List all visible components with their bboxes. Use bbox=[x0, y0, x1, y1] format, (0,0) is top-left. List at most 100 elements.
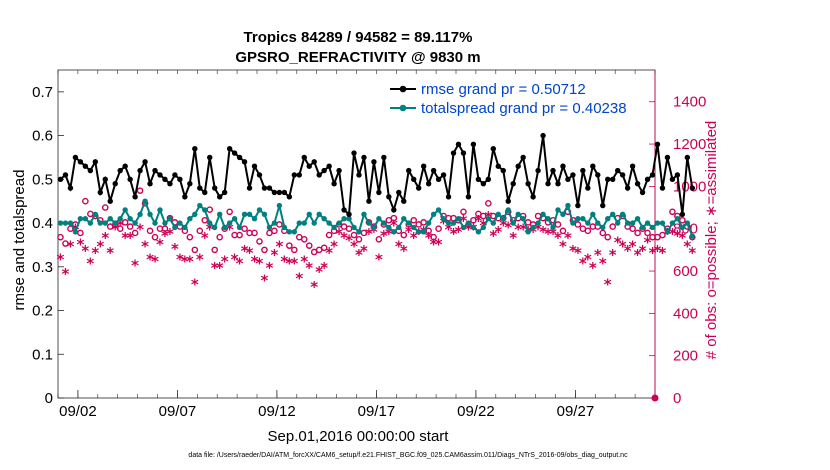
obs-assimilated-marker: * bbox=[126, 229, 134, 247]
obs-assimilated-marker: * bbox=[619, 238, 627, 256]
obs-assimilated-marker: * bbox=[266, 259, 274, 277]
y-right-tick-label: 1000 bbox=[673, 178, 706, 195]
obs-assimilated-marker: * bbox=[86, 255, 94, 273]
y-right-tick-label: 0 bbox=[673, 390, 681, 407]
obs-possible-marker bbox=[62, 240, 69, 247]
x-tick-label: 09/12 bbox=[258, 403, 296, 420]
rmse-point bbox=[411, 176, 417, 183]
x-tick-label: 09/22 bbox=[457, 403, 495, 420]
rmse-point bbox=[500, 167, 506, 174]
rmse-point bbox=[485, 176, 492, 183]
x-tick-label: 09/17 bbox=[358, 403, 396, 420]
obs-assimilated-marker: * bbox=[146, 250, 154, 268]
totalspread-point bbox=[420, 229, 427, 235]
obs-possible-marker bbox=[574, 221, 582, 228]
obs-assimilated-marker: * bbox=[196, 250, 204, 268]
obs-assimilated-marker: * bbox=[280, 252, 288, 270]
rmse-point bbox=[202, 189, 208, 196]
rmse-point bbox=[137, 167, 143, 174]
obs-assimilated-marker: * bbox=[395, 238, 403, 256]
totalspread-point bbox=[336, 220, 342, 226]
obs-assimilated-marker: * bbox=[654, 242, 662, 260]
rmse-point bbox=[346, 211, 352, 218]
rmse-point bbox=[316, 172, 322, 178]
obs-assimilated-marker: * bbox=[275, 238, 283, 256]
obs-assimilated-marker: * bbox=[285, 255, 293, 273]
y-left-tick-label: 0.1 bbox=[32, 346, 53, 363]
rmse-point bbox=[236, 154, 243, 161]
totalspread-point bbox=[629, 220, 636, 226]
totalspread-point bbox=[614, 220, 621, 226]
totalspread-point bbox=[122, 207, 128, 213]
obs-possible-marker bbox=[101, 204, 109, 211]
obs-assimilated-marker: * bbox=[673, 227, 681, 245]
obs-possible-marker bbox=[286, 242, 293, 249]
rmse-point bbox=[634, 181, 641, 187]
totalspread-point bbox=[226, 220, 233, 226]
obs-assimilated-marker: * bbox=[345, 231, 353, 249]
rmse-point bbox=[207, 154, 213, 161]
obs-assimilated-marker: * bbox=[609, 246, 617, 264]
rmse-point bbox=[649, 172, 656, 178]
obs-assimilated-marker: * bbox=[241, 242, 249, 260]
rmse-point bbox=[669, 176, 676, 183]
obs-possible-marker bbox=[325, 231, 333, 239]
obs-assimilated-marker: * bbox=[584, 250, 592, 268]
obs-assimilated-marker: * bbox=[460, 212, 468, 230]
y-left-tick-label: 0.2 bbox=[32, 303, 53, 320]
obs-possible-marker bbox=[559, 227, 567, 235]
rmse-point bbox=[92, 159, 99, 165]
rmse-point bbox=[639, 189, 646, 196]
totalspread-point bbox=[366, 220, 372, 226]
rmse-point bbox=[107, 198, 113, 204]
totalspread-point bbox=[505, 207, 511, 213]
totalspread-point bbox=[470, 224, 477, 231]
totalspread-point bbox=[530, 224, 536, 231]
rmse-point bbox=[162, 176, 168, 183]
obs-assimilated-marker: * bbox=[335, 225, 343, 243]
legend-box bbox=[384, 76, 642, 120]
y-axis-label-right: # of obs: o=possible; ∗=assimilated bbox=[703, 121, 720, 360]
rmse-point bbox=[570, 172, 576, 178]
rmse-point bbox=[555, 181, 561, 187]
obs-assimilated-marker: * bbox=[569, 242, 577, 260]
obs-assimilated-marker: * bbox=[644, 233, 652, 251]
obs-assimilated-marker: * bbox=[574, 244, 582, 262]
obs-assimilated-marker: * bbox=[360, 242, 368, 260]
totalspread-point bbox=[500, 215, 506, 222]
obs-assimilated-marker: * bbox=[325, 244, 333, 262]
obs-assimilated-marker: * bbox=[221, 252, 229, 270]
chart-title-line2: GPSRO_REFRACTIVITY @ 9830 m bbox=[235, 49, 480, 66]
totalspread-point bbox=[555, 207, 561, 213]
obs-assimilated-marker: * bbox=[156, 236, 164, 254]
obs-assimilated-marker: * bbox=[320, 259, 328, 277]
rmse-point bbox=[679, 211, 686, 218]
totalspread-point bbox=[605, 215, 611, 222]
x-tick-label: 09/02 bbox=[59, 403, 97, 420]
totalspread-point bbox=[62, 220, 69, 226]
obs-possible-marker bbox=[644, 229, 651, 237]
totalspread-point bbox=[435, 207, 442, 213]
totalspread-point bbox=[207, 220, 213, 226]
obs-assimilated-marker: * bbox=[161, 227, 169, 245]
rmse-point bbox=[430, 167, 437, 174]
totalspread-point bbox=[331, 224, 337, 231]
totalspread-point bbox=[659, 220, 666, 226]
obs-possible-marker bbox=[300, 235, 308, 243]
totalspread-point bbox=[107, 215, 113, 222]
rmse-point bbox=[480, 181, 487, 187]
obs-assimilated-marker: * bbox=[380, 227, 388, 245]
obs-possible-marker bbox=[659, 231, 666, 239]
totalspread-point bbox=[346, 215, 352, 222]
totalspread-point bbox=[495, 211, 501, 218]
obs-possible-marker bbox=[430, 233, 437, 241]
x-tick-label: 09/27 bbox=[557, 403, 595, 420]
obs-assimilated-marker: * bbox=[554, 229, 562, 247]
obs-possible-marker bbox=[211, 246, 219, 254]
rmse-point bbox=[281, 189, 288, 196]
totalspread-point bbox=[137, 211, 143, 218]
obs-assimilated-marker: * bbox=[365, 225, 373, 243]
obs-assimilated-marker: * bbox=[211, 259, 219, 277]
obs-assimilated-marker: * bbox=[514, 221, 522, 239]
totalspread-point bbox=[241, 211, 248, 218]
